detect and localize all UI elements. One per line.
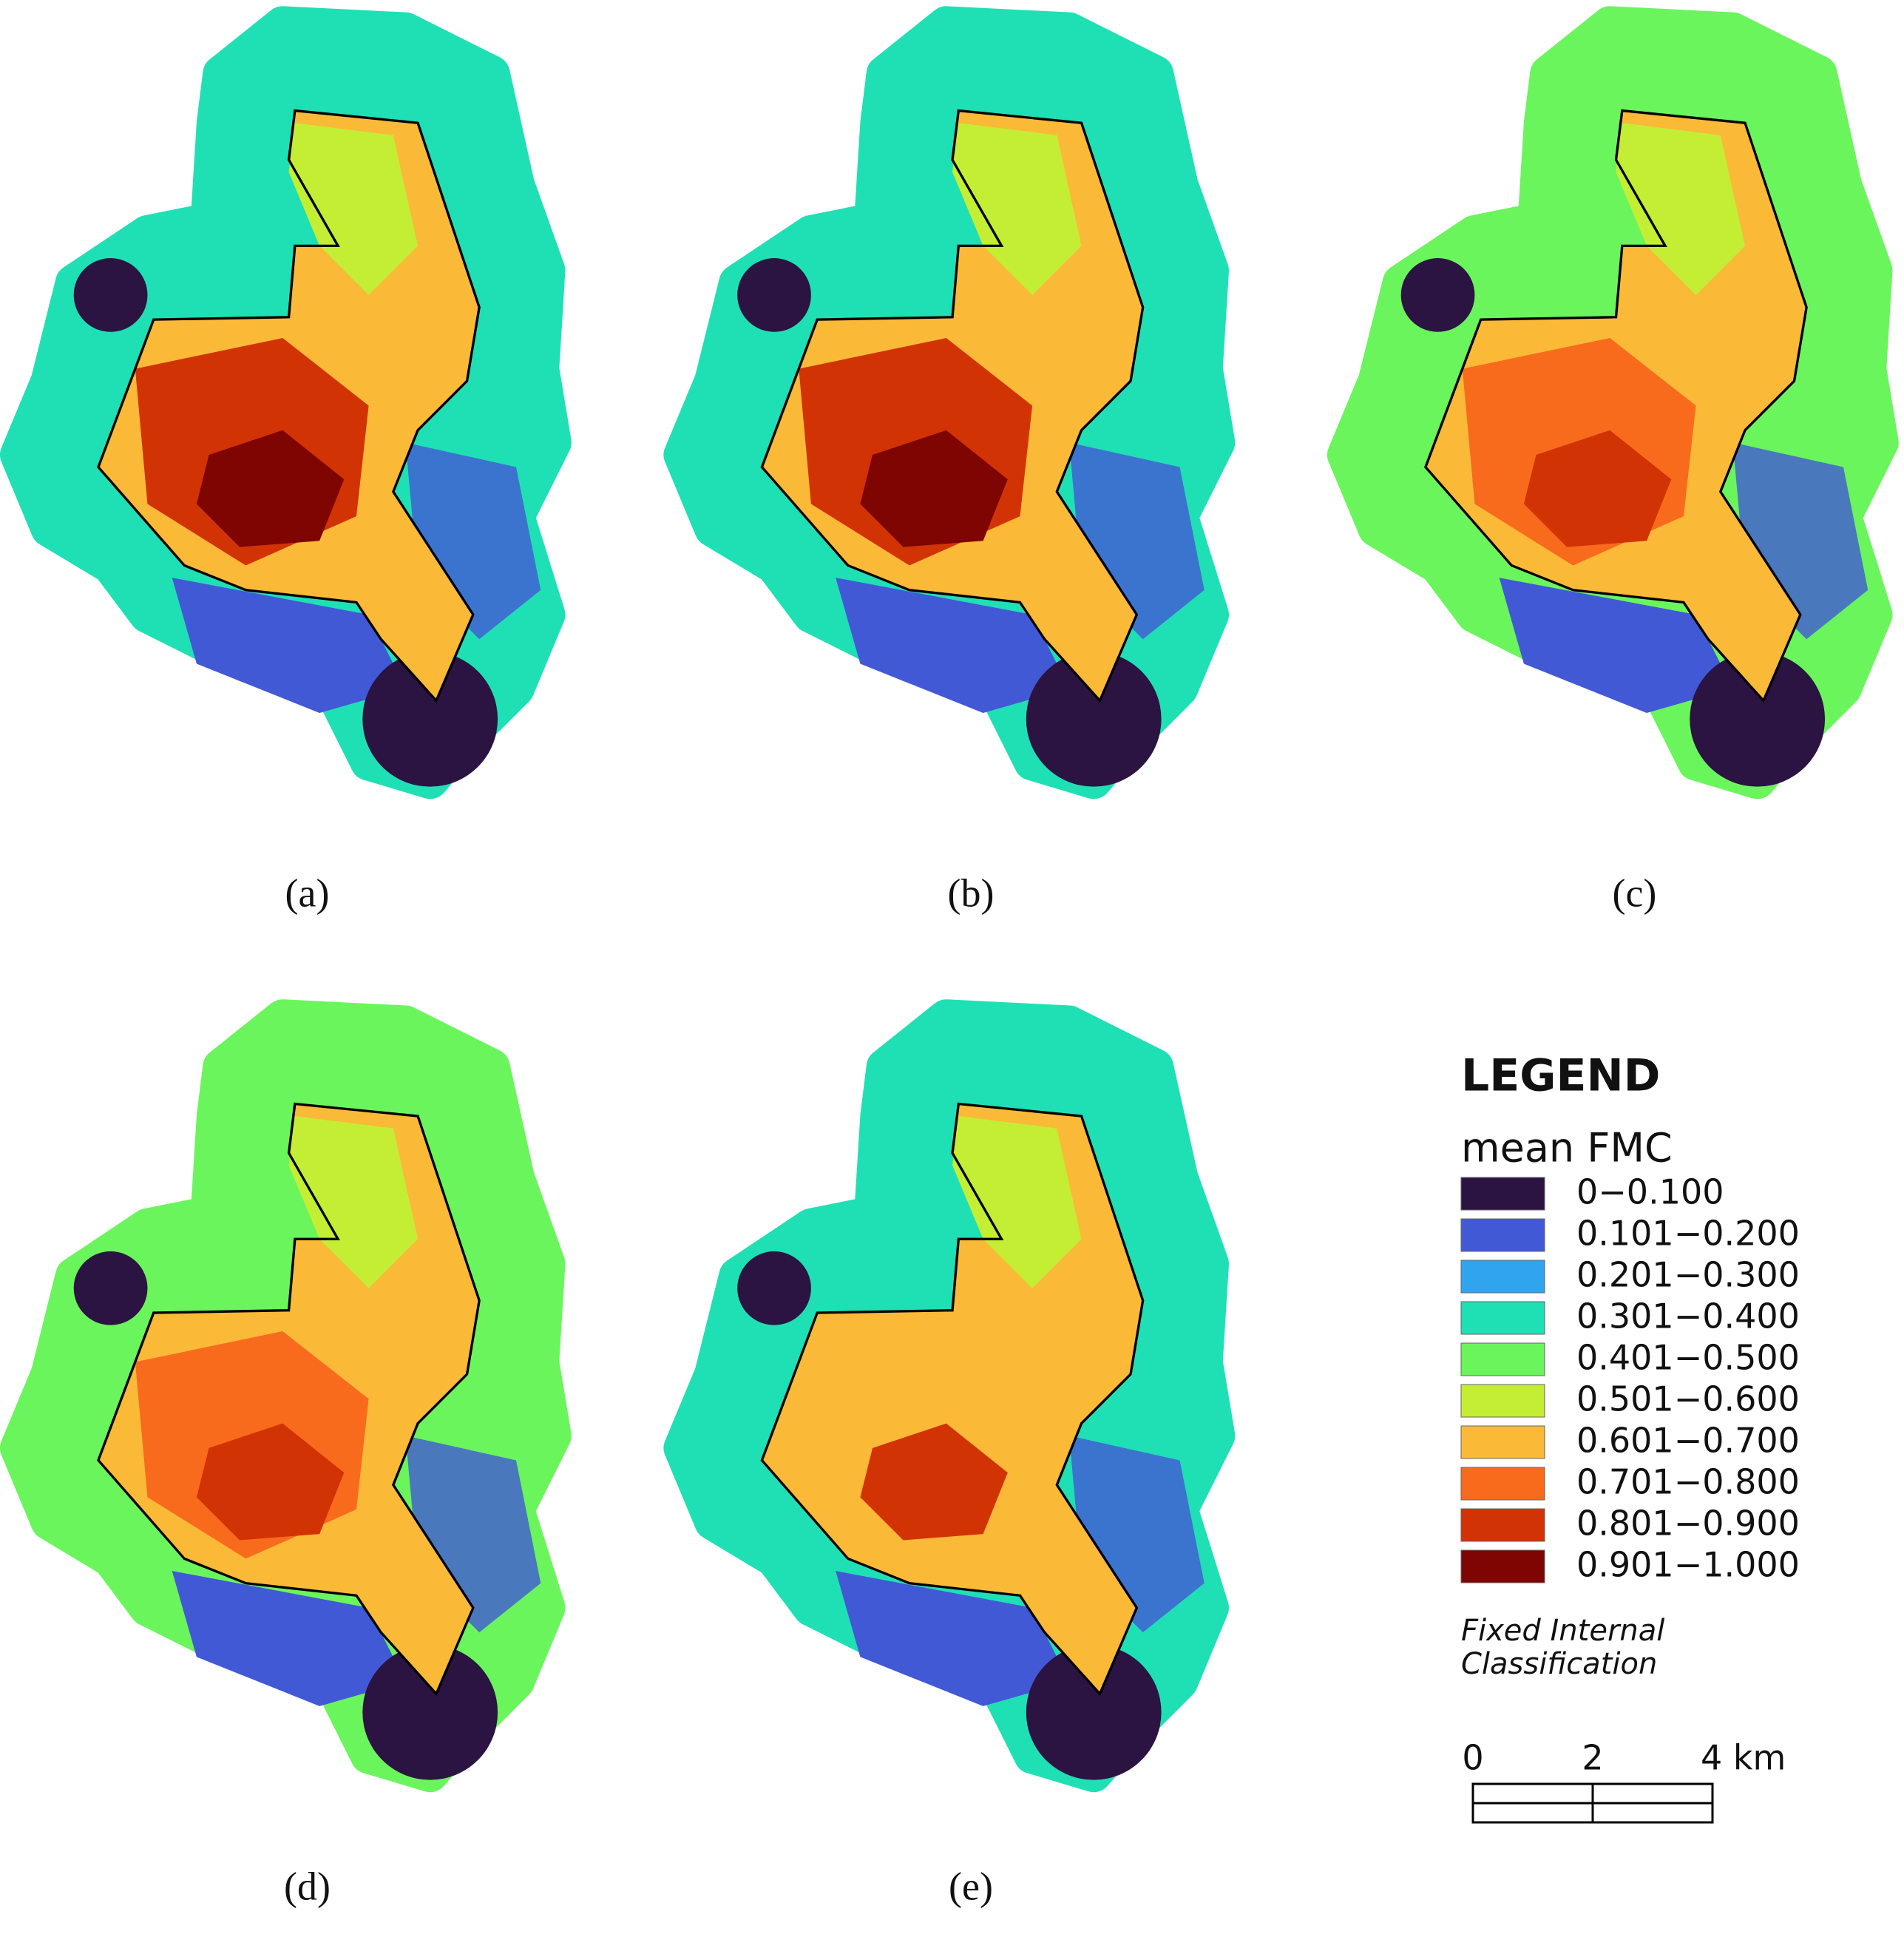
legend-note: Fixed Internal bbox=[1461, 1614, 1664, 1648]
map bbox=[0, 6, 572, 800]
map-zone bbox=[172, 578, 406, 713]
legend-swatch bbox=[1460, 1508, 1545, 1542]
legend-title: LEGEND bbox=[1461, 1050, 1660, 1102]
map-zone bbox=[952, 1116, 1082, 1288]
map-zone bbox=[836, 578, 1069, 713]
city-boundary bbox=[760, 109, 1145, 703]
legend-swatch bbox=[1460, 1549, 1545, 1583]
legend-label: 0−0.100 bbox=[1576, 1172, 1724, 1212]
legend-label: 0.601−0.700 bbox=[1576, 1421, 1800, 1461]
legend-swatch bbox=[1460, 1260, 1545, 1294]
map-zone bbox=[1026, 651, 1162, 787]
panel-label: (e) bbox=[949, 1865, 993, 1909]
legend-label: 0.301−0.400 bbox=[1576, 1297, 1800, 1336]
legend-swatch bbox=[1460, 1177, 1545, 1211]
legend-subtitle: mean FMC bbox=[1461, 1125, 1673, 1172]
city-boundary bbox=[97, 109, 481, 703]
map-zone bbox=[1690, 651, 1826, 787]
map bbox=[663, 6, 1236, 800]
scale-segment bbox=[1471, 1782, 1594, 1805]
maps bbox=[0, 6, 1899, 1793]
map bbox=[0, 999, 572, 1793]
city-boundary bbox=[1424, 109, 1808, 703]
map-zone bbox=[288, 123, 419, 295]
map bbox=[663, 999, 1236, 1793]
legend-label: 0.101−0.200 bbox=[1576, 1214, 1800, 1254]
scale-segment bbox=[1471, 1802, 1594, 1824]
legend-label: 0.801−0.900 bbox=[1576, 1504, 1800, 1544]
map-zone bbox=[196, 1423, 345, 1541]
map-zone bbox=[860, 430, 1008, 547]
legend-label: 0.501−0.600 bbox=[1576, 1379, 1800, 1419]
scale-label: 2 bbox=[1582, 1738, 1603, 1778]
legend-label: 0.901−1.000 bbox=[1576, 1545, 1800, 1585]
map-zone bbox=[1026, 1644, 1162, 1780]
map-zone bbox=[737, 258, 811, 332]
legend-swatch bbox=[1460, 1425, 1545, 1459]
map-zone bbox=[73, 258, 148, 332]
map-zone bbox=[1400, 258, 1475, 332]
city-boundary bbox=[760, 1102, 1145, 1697]
scale-label: 0 bbox=[1462, 1738, 1483, 1778]
legend-label: 0.401−0.500 bbox=[1576, 1338, 1800, 1378]
map-zone bbox=[1499, 578, 1733, 713]
panel-label: (d) bbox=[284, 1865, 331, 1909]
legend-swatch bbox=[1460, 1218, 1545, 1252]
map-zone bbox=[952, 123, 1082, 295]
map-zone bbox=[73, 1251, 148, 1325]
scale-segment bbox=[1591, 1802, 1714, 1824]
map-zone bbox=[288, 1116, 419, 1288]
map-zone bbox=[737, 1251, 811, 1325]
map bbox=[1327, 6, 1899, 800]
legend-swatch bbox=[1460, 1342, 1545, 1376]
legend-swatch bbox=[1460, 1467, 1545, 1501]
scale-label: 4 km bbox=[1701, 1738, 1786, 1778]
panel-label: (c) bbox=[1612, 871, 1656, 916]
legend-note: Classification bbox=[1461, 1647, 1657, 1681]
map-zone bbox=[1616, 123, 1746, 295]
map-zone bbox=[362, 651, 498, 787]
legend-swatch bbox=[1460, 1384, 1545, 1418]
legend-swatch bbox=[1460, 1301, 1545, 1335]
legend-label: 0.201−0.300 bbox=[1576, 1255, 1800, 1295]
city-boundary bbox=[97, 1102, 481, 1697]
map-zone bbox=[196, 430, 345, 547]
panel-label: (b) bbox=[947, 871, 994, 916]
map-zone bbox=[1523, 430, 1672, 547]
map-zone bbox=[172, 1571, 406, 1706]
map-zone bbox=[860, 1423, 1008, 1541]
scale-segment bbox=[1591, 1782, 1714, 1805]
legend-label: 0.701−0.800 bbox=[1576, 1462, 1800, 1502]
map-zone bbox=[836, 1571, 1069, 1706]
panel-label: (a) bbox=[285, 871, 330, 916]
map-zone bbox=[362, 1644, 498, 1780]
